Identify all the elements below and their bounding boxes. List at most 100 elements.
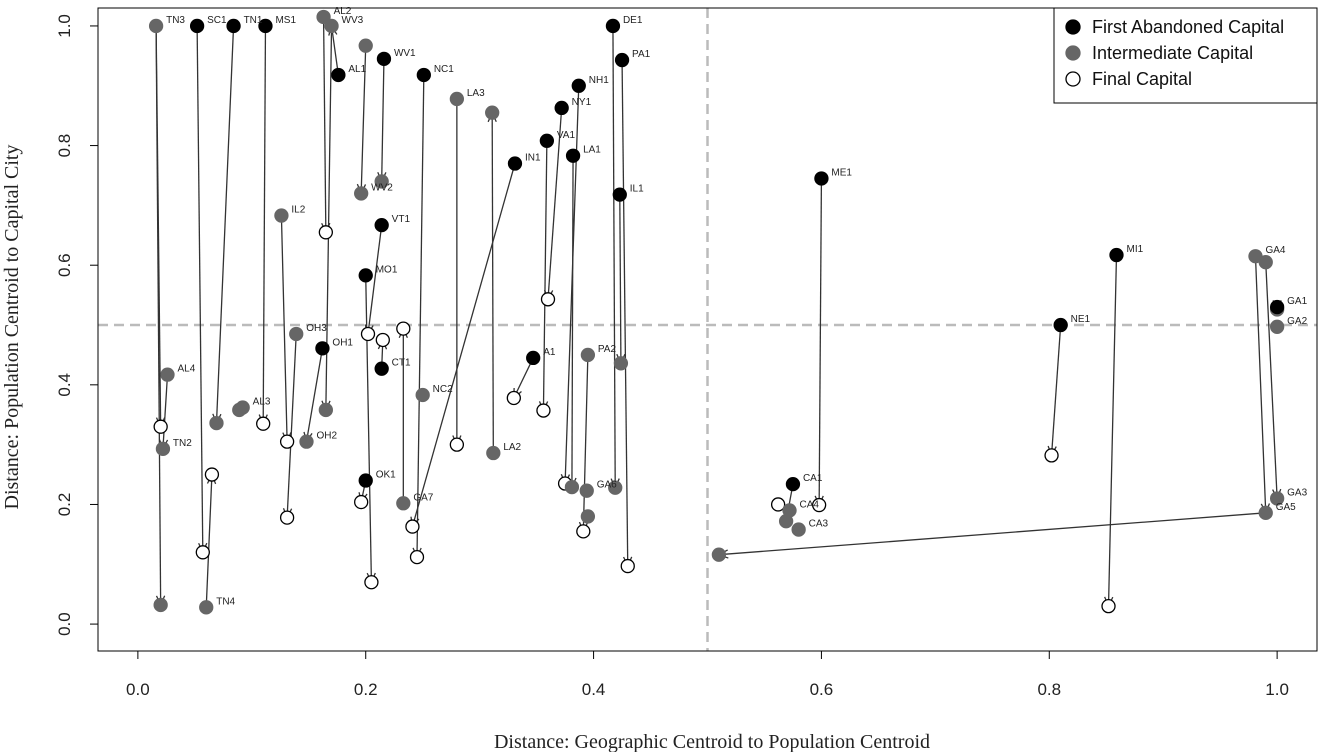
intermediate-capital-point	[613, 356, 629, 371]
x-tick-label: 0.4	[582, 680, 606, 699]
arrow-shaft	[411, 163, 516, 527]
arrow-shaft	[1265, 262, 1278, 499]
first-capital-point	[226, 18, 241, 34]
point-label: GA6	[597, 480, 617, 491]
final-capital-point	[620, 558, 635, 574]
x-tick-label: 0.6	[810, 680, 834, 699]
intermediate-capital-point	[711, 547, 727, 562]
point-label: MI1	[1126, 244, 1143, 255]
point-label: IN1	[525, 153, 541, 164]
final-capital-point	[318, 225, 334, 240]
final-capital-point	[195, 545, 210, 560]
x-axis-title: Distance: Geographic Centroid to Populat…	[494, 731, 930, 752]
intermediate-capital-point	[324, 18, 339, 34]
first-capital-point	[565, 148, 581, 163]
y-tick-label: 0.0	[55, 612, 74, 636]
x-tick-label: 0.8	[1037, 680, 1061, 699]
y-tick-label: 0.4	[55, 373, 74, 397]
arrow-shaft	[360, 45, 367, 194]
first-capital-point	[554, 100, 569, 116]
final-capital-point	[396, 321, 411, 336]
arrow-shaft	[196, 25, 204, 553]
first-capital-point	[331, 67, 346, 83]
intermediate-capital-point	[1269, 319, 1285, 334]
arrow-shaft	[305, 348, 324, 442]
point-label: AL3	[253, 397, 271, 408]
final-capital-point	[576, 524, 591, 539]
point-label: CA4	[800, 499, 820, 510]
intermediate-capital-point	[1258, 505, 1273, 520]
point-label: AL4	[177, 364, 195, 375]
arrow-shaft	[612, 25, 616, 488]
point-label: GA5	[1276, 502, 1296, 513]
first-capital-point	[507, 156, 523, 171]
point-label: TN4	[216, 596, 235, 607]
intermediate-capital-point	[564, 479, 580, 495]
intermediate-capital-point	[160, 367, 175, 382]
intermediate-capital-point	[148, 18, 164, 34]
point-label: GA7	[413, 492, 433, 503]
intermediate-capital-point	[199, 600, 214, 615]
final-capital-point	[409, 549, 425, 565]
point-label: WV3	[342, 15, 364, 26]
first-capital-point	[526, 350, 541, 366]
intermediate-capital-point	[153, 597, 168, 613]
arrow-shaft	[416, 74, 425, 558]
point-label: ME1	[831, 167, 852, 178]
intermediate-capital-point	[299, 434, 314, 449]
intermediate-capital-point	[778, 514, 794, 529]
point-label: CA3	[809, 519, 829, 530]
legend-marker-first	[1065, 19, 1081, 35]
arrow-shaft	[1107, 255, 1118, 607]
point-label: VT1	[392, 214, 411, 225]
legend-label-final: Final Capital	[1092, 69, 1192, 89]
x-tick-label: 0.2	[354, 680, 378, 699]
arrow-shaft	[330, 25, 340, 76]
first-capital-point	[374, 361, 389, 376]
final-capital-point	[153, 419, 168, 434]
point-label: OH1	[332, 337, 353, 348]
axes: 0.0 0.2 0.4 0.6 0.8 1.0 0.0 0.2 0.4 0.6 0.8 1.0	[55, 14, 1289, 699]
legend-box	[1053, 7, 1318, 104]
first-capital-point	[315, 341, 330, 356]
y-axis-title: Distance: Population Centroid to Capital…	[1, 145, 23, 510]
intermediate-capital-point	[318, 402, 334, 418]
final-capital-point	[375, 332, 390, 348]
intermediate-capital-point	[608, 480, 623, 495]
point-label: PA1	[632, 49, 651, 60]
point-label: OH3	[306, 323, 327, 334]
intermediate-capital-point	[232, 402, 247, 418]
point-label: OH2	[316, 431, 337, 442]
point-label: SC1	[207, 15, 227, 26]
arrow-shaft	[513, 357, 534, 399]
y-tick-label: 0.2	[55, 493, 74, 517]
first-capital-point	[1109, 247, 1124, 263]
arrow-shaft	[162, 374, 169, 449]
intermediate-capital-point	[1258, 255, 1273, 270]
first-capital-point	[189, 18, 205, 34]
intermediate-capital-point	[289, 326, 304, 342]
final-capital-point	[360, 326, 376, 342]
final-capital-point	[1044, 448, 1059, 463]
arrow-shaft	[619, 194, 622, 364]
final-capital-point	[449, 437, 465, 452]
first-capital-point	[358, 473, 373, 488]
x-tick-label: 1.0	[1265, 680, 1289, 699]
point-label: TN1	[244, 15, 263, 26]
intermediate-capital-point	[354, 186, 369, 201]
arrow-shaft	[280, 215, 288, 442]
point-label: TN3	[166, 15, 185, 26]
intermediate-capital-point	[374, 174, 389, 189]
intermediate-capital-point	[579, 483, 594, 498]
point-label: VA1	[557, 130, 576, 141]
point-label: WV1	[394, 48, 416, 59]
point-label: NH1	[589, 75, 609, 86]
y-tick-label: 0.8	[55, 134, 74, 158]
arrow-shaft	[381, 58, 385, 182]
arrow-shaft	[621, 60, 629, 567]
final-capital-point	[506, 390, 521, 406]
arrow-shaft	[542, 140, 548, 411]
point-label: IL1	[630, 184, 644, 195]
first-capital-point	[1269, 299, 1285, 315]
